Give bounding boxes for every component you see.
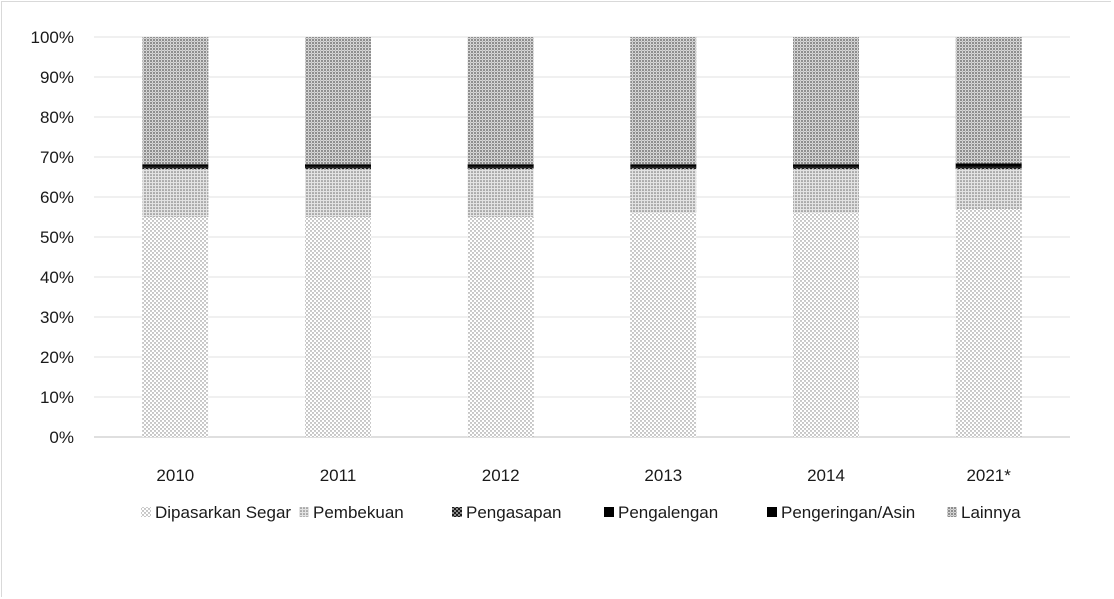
bar-segment-pengeringan-asin — [630, 164, 697, 167]
bar-segment-lainnya — [793, 37, 859, 165]
bar-segment-pengalengan — [305, 166, 371, 168]
y-tick-label: 10% — [40, 388, 74, 407]
bar-segment-pengasapan — [630, 167, 697, 169]
y-tick-label: 80% — [40, 108, 74, 127]
x-tick-label: 2011 — [320, 466, 357, 485]
bar-segment-pembekuan — [142, 169, 209, 217]
bar-segment-pengeringan-asin — [305, 164, 371, 167]
legend-label: Pengasapan — [466, 503, 561, 522]
legend-swatch — [604, 507, 614, 517]
bar-segment-dipasarkan-segar — [142, 217, 209, 437]
y-tick-label: 0% — [49, 428, 74, 447]
legend-swatch — [767, 507, 777, 517]
bar-segment-pengalengan — [467, 166, 534, 168]
legend-label: Pengeringan/Asin — [781, 503, 915, 522]
bar-segment-pengeringan-asin — [467, 164, 534, 167]
y-tick-label: 70% — [40, 148, 74, 167]
bar-segment-pembekuan — [467, 169, 534, 217]
legend-label: Dipasarkan Segar — [155, 503, 291, 522]
bar-segment-pengasapan — [955, 167, 1022, 169]
legend-item: Pengasapan — [452, 503, 561, 522]
bar-segment-pengasapan — [793, 167, 859, 169]
legend-label: Pengalengan — [618, 503, 718, 522]
bar-segment-lainnya — [142, 37, 209, 165]
bar-segment-dipasarkan-segar — [305, 217, 371, 437]
bar-segment-pembekuan — [630, 169, 697, 213]
bar-segment-pengalengan — [142, 166, 209, 168]
y-tick-label: 40% — [40, 268, 74, 287]
x-axis-ticks: 2010 2011 2012 2013 2014 2021* — [156, 466, 1011, 485]
legend-item: Pengalengan — [604, 503, 718, 522]
y-tick-label: 90% — [40, 68, 74, 87]
bar-segment-pengeringan-asin — [955, 163, 1022, 167]
bar-segment-pengasapan — [142, 167, 209, 169]
bar-segment-dipasarkan-segar — [467, 217, 534, 437]
bar-segment-dipasarkan-segar — [955, 209, 1022, 437]
bar-segment-dipasarkan-segar — [793, 213, 859, 437]
y-tick-label: 100% — [31, 28, 74, 47]
gridlines — [94, 36, 1070, 438]
bar-segment-pengalengan — [793, 166, 859, 168]
bars — [142, 37, 1022, 437]
y-tick-label: 20% — [40, 348, 74, 367]
x-tick-label: 2021* — [966, 466, 1011, 485]
legend-item: Pengeringan/Asin — [767, 503, 915, 522]
bar-segment-lainnya — [467, 37, 534, 165]
bar-segment-pembekuan — [955, 169, 1022, 209]
legend-label: Lainnya — [961, 503, 1021, 522]
x-tick-label: 2012 — [482, 466, 520, 485]
bar-segment-lainnya — [305, 37, 371, 165]
legend-swatch — [141, 507, 151, 517]
legend-item: Lainnya — [947, 503, 1021, 522]
bar-segment-pengasapan — [305, 167, 371, 169]
bar-segment-pengalengan — [630, 166, 697, 168]
legend-swatch — [452, 507, 462, 517]
legend-item: Dipasarkan Segar — [141, 503, 291, 522]
bar-segment-pengasapan — [467, 167, 534, 169]
y-tick-label: 60% — [40, 188, 74, 207]
legend-item: Pembekuan — [299, 503, 404, 522]
x-tick-label: 2010 — [156, 466, 194, 485]
bar-segment-pembekuan — [793, 169, 859, 213]
legend: Dipasarkan Segar Pembekuan Pengasapan Penga… — [141, 503, 1021, 522]
bar-segment-pengeringan-asin — [793, 164, 859, 167]
legend-swatch — [299, 507, 309, 517]
legend-swatch — [947, 507, 957, 517]
bar-segment-pengalengan — [955, 166, 1022, 168]
legend-label: Pembekuan — [313, 503, 404, 522]
bar-segment-pengeringan-asin — [142, 164, 209, 167]
y-tick-label: 30% — [40, 308, 74, 327]
x-tick-label: 2014 — [807, 466, 845, 485]
y-axis-ticks: 0% 10% 20% 30% 40% 50% 60% 70% 80% 90% 100% — [31, 28, 74, 447]
bar-segment-lainnya — [955, 37, 1022, 164]
x-tick-label: 2013 — [644, 466, 682, 485]
bar-segment-lainnya — [630, 37, 697, 165]
bar-segment-pembekuan — [305, 169, 371, 217]
bar-segment-dipasarkan-segar — [630, 213, 697, 437]
y-tick-label: 50% — [40, 228, 74, 247]
